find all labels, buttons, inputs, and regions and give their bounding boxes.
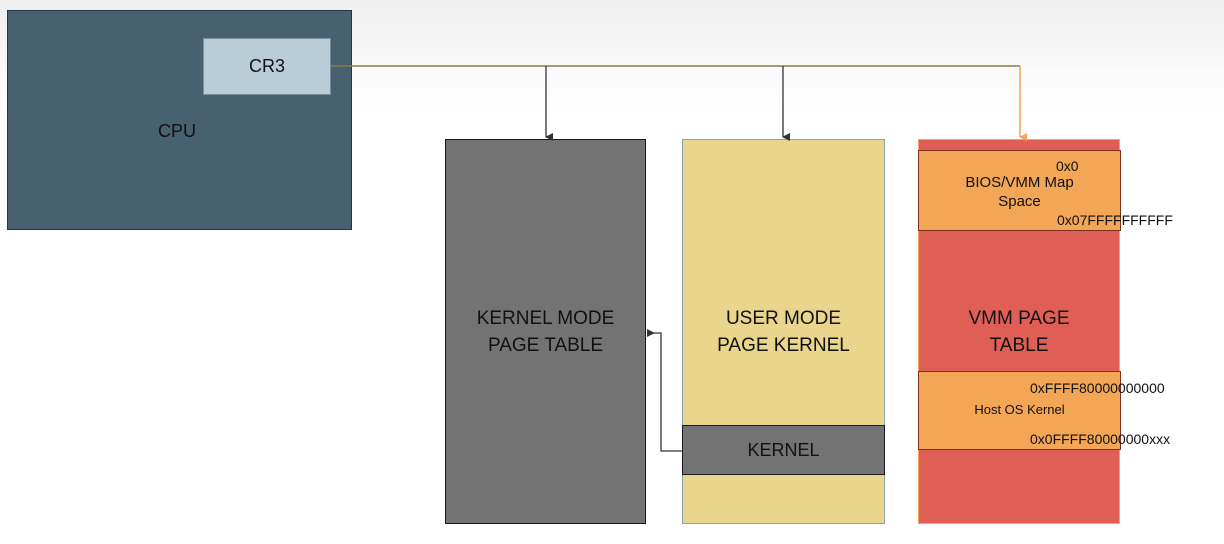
host-end-address: 0x0FFFF80000000xxx: [1030, 431, 1171, 447]
cpu-label: CPU: [158, 121, 197, 141]
host-os-kernel-label: Host OS Kernel: [974, 402, 1065, 417]
kernel-mode-page-table: KERNEL MODE PAGE TABLE: [445, 139, 646, 524]
bios-vmm-map-label: BIOS/VMM Map Space: [965, 174, 1074, 210]
host-os-kernel-region: Host OS Kernel: [918, 371, 1121, 450]
user-mode-page-table-label: USER MODE PAGE KERNEL: [717, 308, 850, 356]
kernel-mode-page-table-label: KERNEL MODE PAGE TABLE: [476, 308, 615, 356]
bios-start-address: 0x0: [1056, 158, 1079, 174]
host-start-address: 0xFFFF80000000000: [1030, 380, 1165, 396]
user-table-kernel-region: KERNEL: [682, 425, 885, 475]
bios-end-address: 0x07FFFFFFFFFF: [1057, 212, 1173, 228]
arrow-kernel-to-kernel-table: [647, 329, 682, 452]
bios-vmm-map-region: BIOS/VMM Map Space: [918, 150, 1121, 231]
vmm-page-table-label: VMM PAGE TABLE: [968, 308, 1070, 356]
cr3-register: CR3: [203, 38, 331, 95]
